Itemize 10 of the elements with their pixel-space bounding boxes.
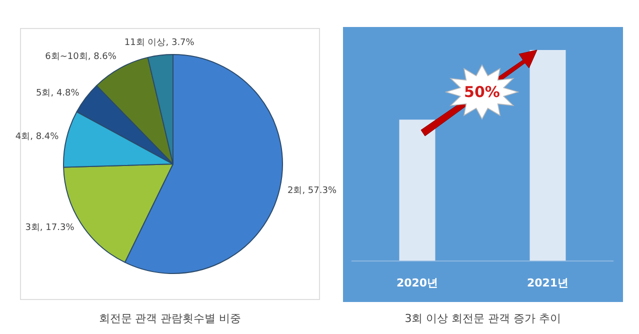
slice-label: 3회, 17.3% xyxy=(25,223,75,234)
text: 회전문 관객 관람횟수별 비중 xyxy=(98,311,242,326)
slice-label: 6회~10회, 8.6% xyxy=(45,52,117,62)
text: 3회 이상 회전문 관객 증가 추이 xyxy=(404,311,562,326)
slice-label: 5회, 4.8% xyxy=(36,88,80,98)
x-tick-label: 2020년 xyxy=(396,276,438,290)
slice-label: 11회 이상, 3.7% xyxy=(124,38,195,48)
x-tick-label: 2021년 xyxy=(526,276,569,290)
slice-label: 4회, 8.4% xyxy=(15,132,60,142)
slice-label: 2회, 57.3% xyxy=(287,186,337,196)
